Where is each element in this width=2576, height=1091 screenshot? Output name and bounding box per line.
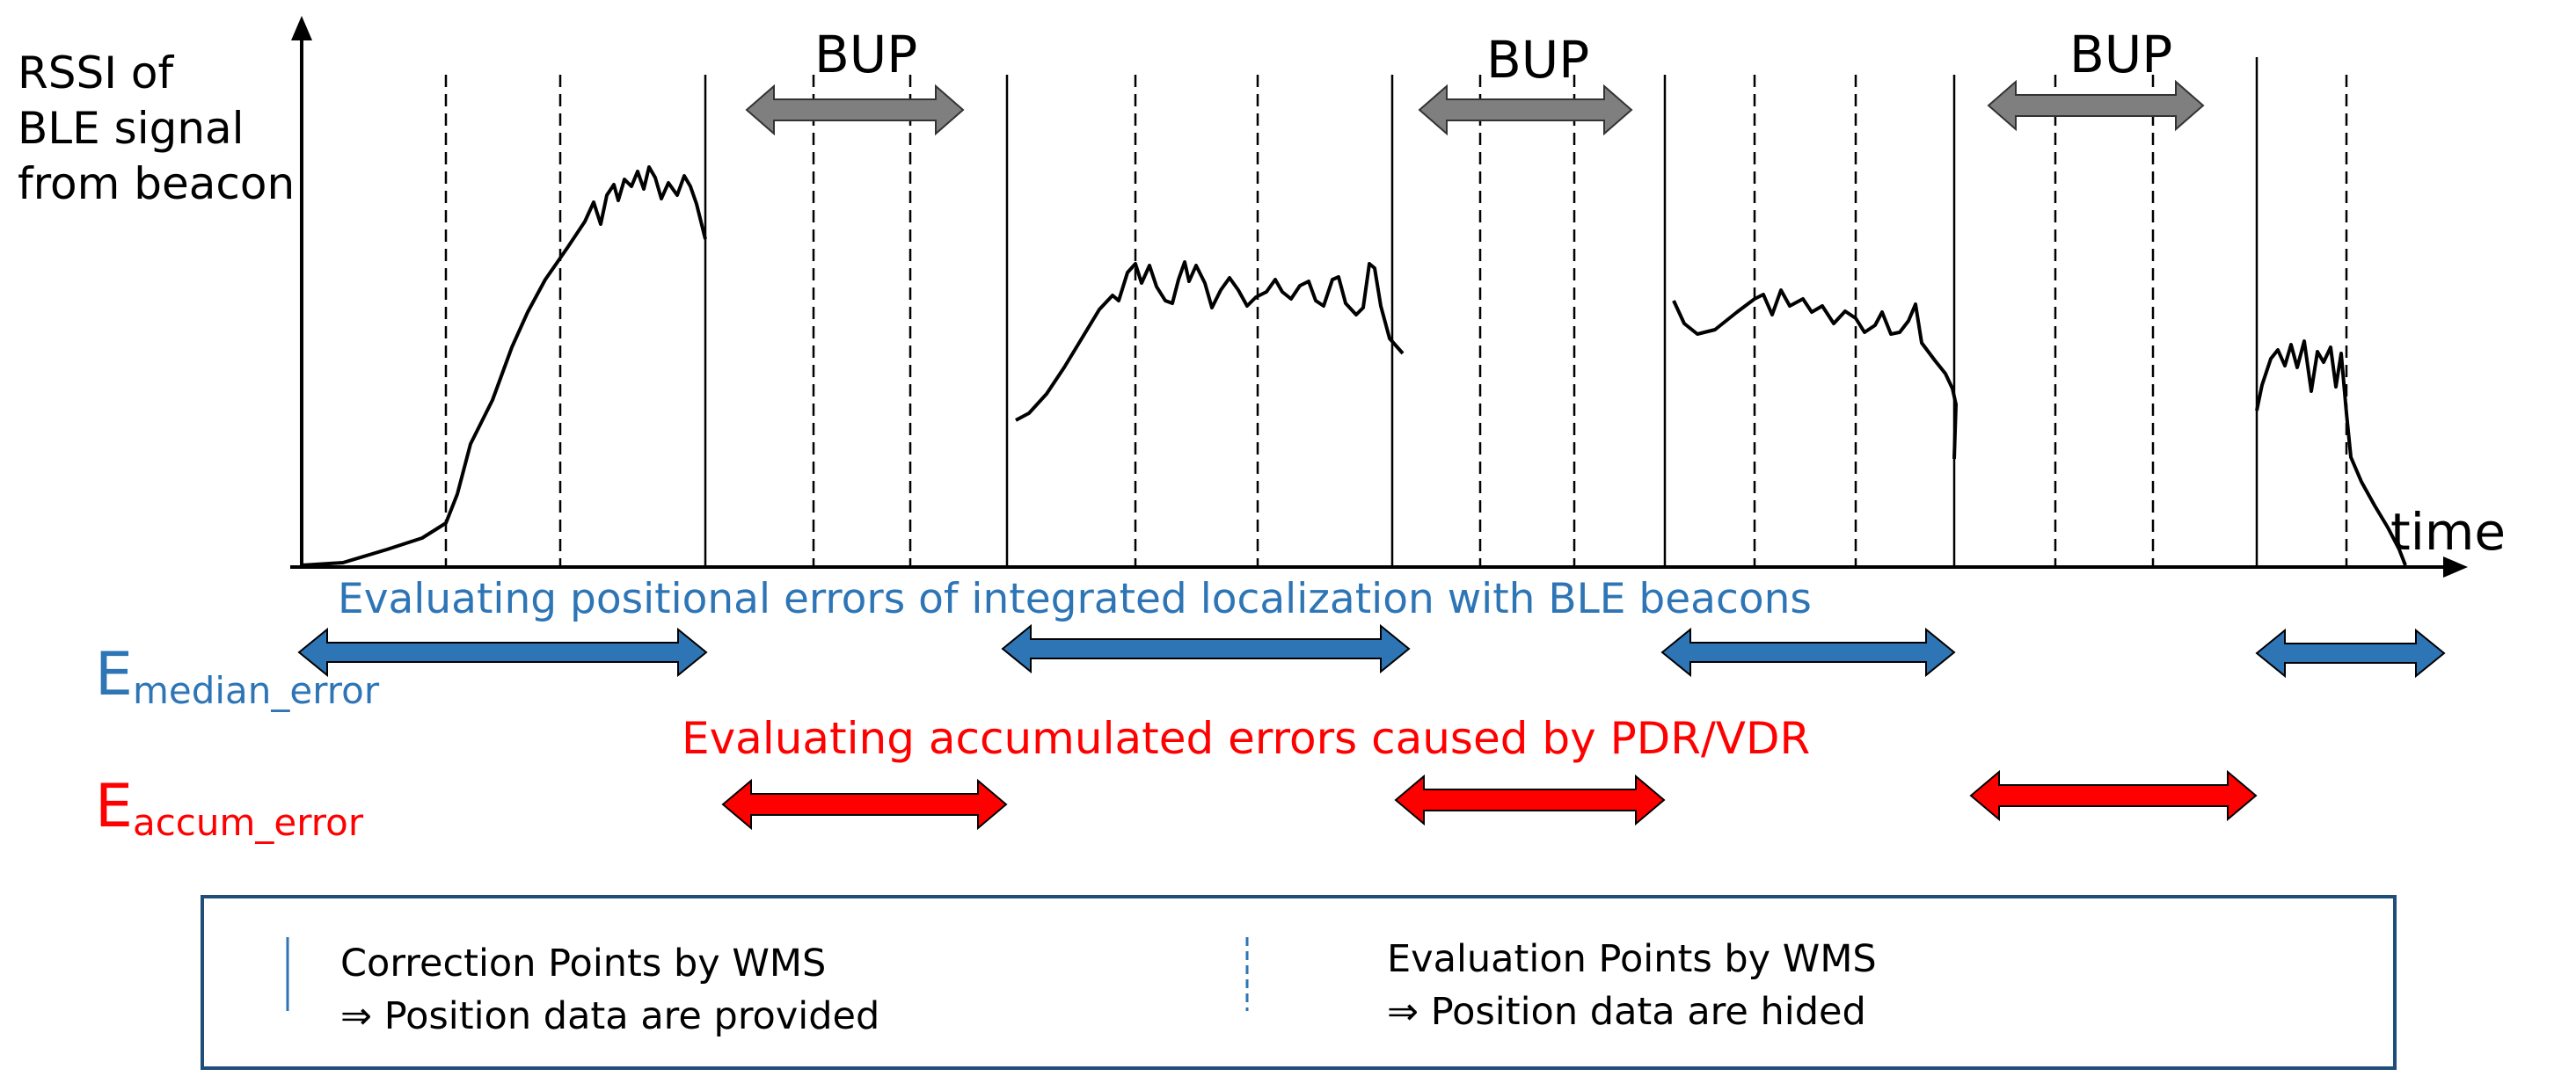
rssi-curve-segment-4 — [2255, 339, 2407, 566]
x-axis-arrowhead — [2443, 556, 2468, 578]
legend-correction-desc: ⇒ Position data are provided — [340, 994, 879, 1038]
accum-error-symbol: Eaccum_error — [95, 772, 364, 844]
y-axis-arrowhead — [291, 16, 312, 40]
accum-error-base: E — [95, 772, 133, 841]
legend-box — [201, 895, 2397, 1070]
legend: Correction Points by WMS ⇒ Position data… — [201, 895, 2397, 1070]
median-error-arrow-1 — [297, 627, 708, 678]
rssi-curve-segment-2 — [1015, 260, 1405, 422]
rssi-curve-segment-1 — [301, 165, 707, 567]
axes — [290, 16, 2468, 578]
median-error-arrow-3 — [1660, 627, 1956, 678]
accum-error-arrow-2 — [1394, 774, 1666, 826]
rssi-curve-segment-3 — [1672, 288, 1958, 460]
legend-correction-title: Correction Points by WMS — [340, 942, 826, 986]
legend-evaluation-title: Evaluation Points by WMS — [1387, 937, 1877, 981]
accum-error-arrow-1 — [721, 778, 1008, 831]
accum-error-arrows — [721, 769, 2258, 831]
accum-error-arrow-3 — [1969, 769, 2258, 822]
y-axis-label-line-2: BLE signal — [18, 103, 244, 154]
median-error-symbol: Emedian_error — [95, 640, 380, 712]
bup-label-1: BUP — [814, 25, 917, 84]
rssi-curves — [301, 165, 2407, 567]
bup-arrows — [745, 79, 2205, 136]
accumulated-eval-text: Evaluating accumulated errors caused by … — [682, 713, 1810, 764]
evaluation-point-lines — [444, 75, 2348, 567]
bup-arrow-3 — [1987, 79, 2205, 132]
positional-eval-text: Evaluating positional errors of integrat… — [338, 575, 1812, 623]
median-error-arrow-4 — [2255, 628, 2446, 679]
y-axis-label-line-3: from beacon — [18, 158, 295, 209]
median-error-base: E — [95, 640, 133, 709]
x-axis-label: time — [2390, 502, 2506, 562]
legend-evaluation-desc: ⇒ Position data are hided — [1387, 990, 1866, 1034]
y-axis-label-line-1: RSSI of — [18, 47, 174, 98]
correction-point-lines — [704, 57, 2259, 567]
median-error-subscript: median_error — [133, 669, 380, 712]
bup-arrow-1 — [745, 84, 965, 136]
bup-label-2: BUP — [1486, 30, 1589, 90]
median-error-arrow-2 — [1001, 623, 1411, 674]
median-error-arrows — [297, 623, 2446, 679]
bup-label-3: BUP — [2069, 25, 2172, 84]
bup-arrow-2 — [1418, 84, 1633, 136]
accum-error-subscript: accum_error — [133, 801, 364, 844]
